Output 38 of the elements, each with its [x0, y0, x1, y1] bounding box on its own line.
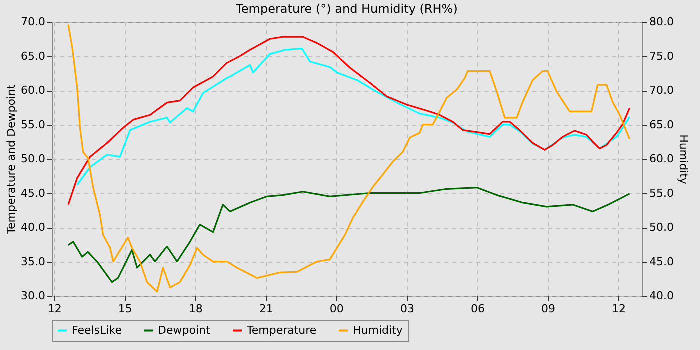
y-tick-label: 50.0 [21, 152, 46, 166]
y2-tick-label: 75.0 [650, 50, 674, 63]
y2-tick-label: 40.0 [650, 290, 674, 302]
x-tick-label: 06 [470, 302, 485, 316]
y-tick-label: 30.0 [21, 290, 46, 302]
y-tick-label: 35.0 [21, 255, 46, 268]
y2-tick-label: 50.0 [650, 221, 674, 234]
x-tick-label: 00 [330, 302, 344, 316]
y2-tick-label: 45.0 [650, 255, 674, 268]
legend-label: Humidity [353, 324, 404, 337]
y2-tick-label: 65.0 [650, 118, 674, 132]
y-tick-label: 55.0 [21, 118, 46, 132]
x-tick-label: 09 [541, 302, 556, 316]
y-tick-label: 65.0 [21, 50, 46, 63]
legend-label: FeelsLike [72, 324, 122, 337]
y-tick-label: 40.0 [21, 221, 46, 234]
x-tick-label: 18 [188, 302, 203, 316]
legend-label: Dewpoint [158, 324, 211, 337]
x-tick-label: 03 [400, 302, 414, 316]
y2-tick-label: 80.0 [650, 16, 674, 28]
y-axis-title: Temperature and Dewpoint [5, 84, 18, 236]
x-tick-label: 21 [259, 302, 274, 316]
line-series [68, 24, 631, 293]
chart-title: Temperature (°) and Humidity (RH%) [235, 2, 458, 16]
x-tick-label: 12 [612, 302, 626, 316]
y2-tick-label: 55.0 [650, 186, 674, 200]
legend-label: Temperature [246, 324, 317, 337]
x-tick-label: 15 [118, 302, 132, 316]
y-tick-label: 70.0 [21, 16, 46, 28]
x-tick-label: 12 [48, 302, 62, 316]
y2-tick-label: 70.0 [650, 84, 674, 97]
y2-axis-title: Humidity [676, 134, 690, 185]
line-series [68, 36, 631, 206]
line-series [68, 186, 631, 284]
y2-tick-label: 60.0 [650, 152, 674, 166]
line-series [76, 48, 631, 186]
y-tick-label: 45.0 [21, 186, 46, 200]
y-tick-label: 60.0 [21, 84, 46, 97]
